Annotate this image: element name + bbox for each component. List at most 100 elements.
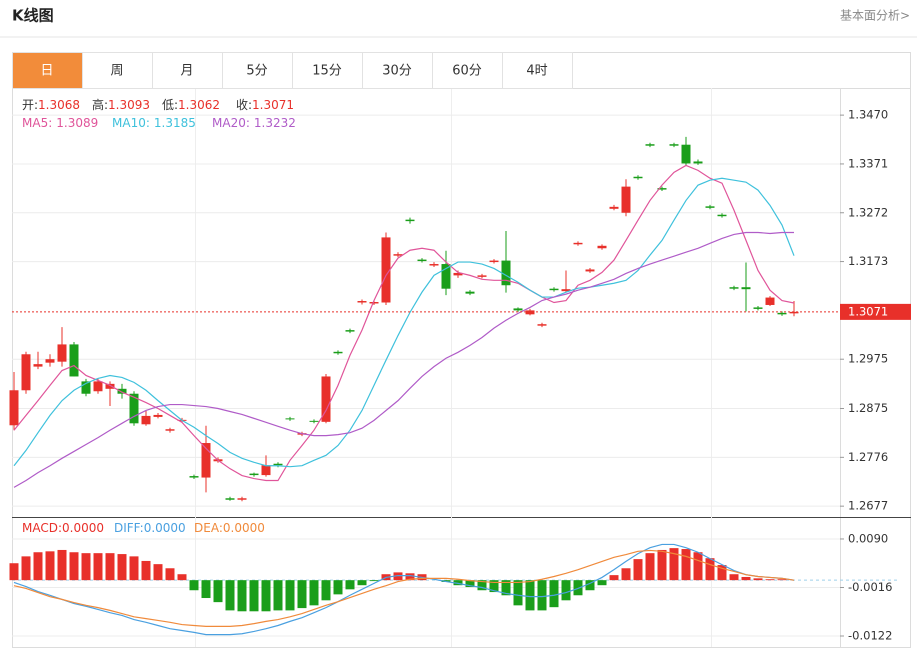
tab-button[interactable] <box>292 52 363 89</box>
y-tick-label: 1.3173 <box>848 254 888 268</box>
analysis-link[interactable]: 基本面分析> <box>840 9 910 23</box>
legend-entry: MACD:0.0000 <box>22 521 104 535</box>
candle-body <box>669 144 679 146</box>
macd-bar <box>693 552 703 581</box>
ohlc-label: 开: <box>22 98 38 112</box>
ma-line <box>13 164 795 482</box>
candle-body <box>489 260 499 263</box>
candle-body <box>105 383 115 389</box>
candle-body <box>225 498 235 500</box>
legend-value: 1.3089 <box>56 116 98 130</box>
legend-name: MA20: <box>212 116 250 130</box>
candle-body <box>285 418 295 420</box>
candle-body <box>657 188 667 190</box>
tab-button[interactable] <box>502 52 573 89</box>
ohlc-label: 收: <box>236 98 252 112</box>
candle-body <box>585 269 595 272</box>
candle-body <box>237 498 247 500</box>
tab-label[interactable]: 周 <box>110 64 123 79</box>
candle-body <box>621 186 631 213</box>
candle-body <box>501 260 511 286</box>
candle-body <box>141 415 151 425</box>
candle-body <box>333 351 343 354</box>
macd-bar <box>21 556 31 581</box>
candle-body <box>741 287 751 290</box>
macd-bar <box>549 580 559 608</box>
candle-body <box>729 287 739 289</box>
legend-entry: MA20: 1.3232 <box>212 116 296 130</box>
macd-bar <box>489 580 499 593</box>
macd-bar <box>45 551 55 581</box>
macd-bar <box>261 580 271 612</box>
candle-body <box>321 376 331 422</box>
macd-bar <box>525 580 535 611</box>
candle-body <box>705 206 715 208</box>
ohlc-label: 低: <box>162 98 178 112</box>
candle-body <box>597 245 607 249</box>
macd-bar <box>369 580 379 582</box>
candle-body <box>717 214 727 217</box>
tab-button[interactable] <box>152 52 223 89</box>
macd-bar <box>705 558 715 581</box>
ohlc-info: 高:1.3093 <box>92 97 150 112</box>
candle-body <box>81 381 91 394</box>
macd-line <box>13 543 795 636</box>
macd-bar <box>501 580 511 596</box>
tab-button[interactable] <box>82 52 153 89</box>
macd-bar <box>273 580 283 611</box>
tab-label[interactable]: 5分 <box>246 64 267 79</box>
macd-bar <box>465 580 475 588</box>
candle-body <box>537 324 547 326</box>
macd-bar <box>201 580 211 599</box>
legend-entry: MA10: 1.3185 <box>112 116 196 130</box>
candle-body <box>549 288 559 291</box>
tab-label[interactable]: 15分 <box>312 64 342 79</box>
macd-line <box>13 549 795 627</box>
tab-label[interactable]: 日 <box>40 64 53 79</box>
y-tick-label: 1.2975 <box>848 352 888 366</box>
macd-bar <box>237 580 247 612</box>
tab-label[interactable]: 月 <box>180 64 193 79</box>
macd-bar <box>453 580 463 586</box>
candle-body <box>273 463 283 466</box>
tab-label[interactable]: 4时 <box>526 64 547 79</box>
macd-bar <box>321 580 331 601</box>
page-title: K线图 <box>12 7 54 25</box>
candle-body <box>645 144 655 146</box>
candle-body <box>681 144 691 164</box>
legend-name: MA5: <box>22 116 52 130</box>
macd-bar <box>213 580 223 603</box>
candle-body <box>249 473 259 476</box>
y-tick-label: 1.3371 <box>848 156 888 170</box>
y-tick-label: 1.3272 <box>848 205 888 219</box>
macd-bar <box>129 556 139 581</box>
tab-label[interactable]: 30分 <box>382 64 412 79</box>
candle-body <box>9 390 19 426</box>
candle-body <box>441 264 451 289</box>
macd-bar <box>81 553 91 581</box>
macd-bar <box>765 579 775 581</box>
tab-label[interactable]: 60分 <box>452 64 482 79</box>
legend-value: 0.0000 <box>144 521 186 535</box>
legend-entry: DEA:0.0000 <box>194 521 265 535</box>
candle-body <box>777 312 787 315</box>
candle-body <box>789 311 799 314</box>
candle-body <box>453 272 463 276</box>
ohlc-info: 低:1.3062 <box>162 98 220 112</box>
macd-bar <box>225 580 235 611</box>
macd-bar <box>477 580 487 591</box>
candle-body <box>261 465 271 476</box>
macd-bar <box>189 580 199 591</box>
candle-body <box>345 330 355 332</box>
macd-bar <box>93 553 103 581</box>
tab-button[interactable] <box>12 52 83 89</box>
macd-bar <box>345 580 355 590</box>
candle-body <box>429 264 439 266</box>
macd-bar <box>105 553 115 581</box>
legend-name: DEA: <box>194 521 223 535</box>
legend-value: 0.0000 <box>62 521 104 535</box>
macd-bar <box>9 563 19 581</box>
macd-bar <box>669 548 679 581</box>
legend-value: 0.0000 <box>223 521 265 535</box>
legend-entry: MA5: 1.3089 <box>22 116 98 130</box>
